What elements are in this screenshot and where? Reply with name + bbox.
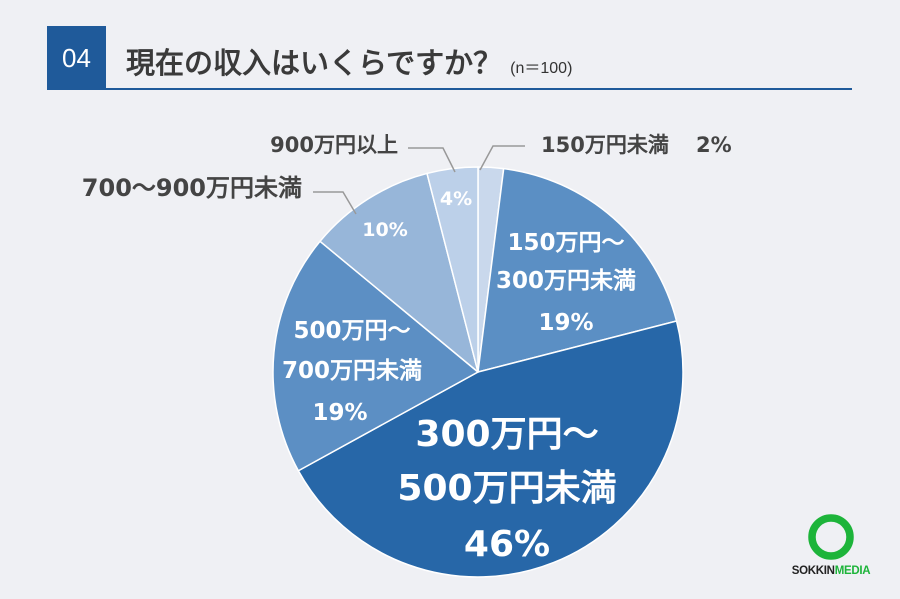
question-title: 現在の収入はいくらですか？ (n＝100) — [126, 40, 572, 82]
pie-slice-4 — [272, 240, 479, 472]
question-number-badge: 04 — [47, 26, 106, 90]
slice-percent-3: 46% — [464, 524, 550, 565]
sample-size-note: (n＝100) — [510, 60, 573, 77]
leader-line-1 — [479, 145, 525, 171]
logo-text-media: MEDIA — [834, 565, 871, 577]
pie-slice-2 — [477, 167, 678, 373]
slice-label-4-line-2: 700万円未満 — [282, 358, 422, 384]
logo-text-sokkin: SOKKIN — [791, 565, 835, 577]
leader-line-6 — [408, 147, 456, 173]
slice-label-3-line-2: 500万円未満 — [397, 468, 616, 509]
question-header: 04 現在の収入はいくらですか？ (n＝100) — [47, 26, 852, 90]
pie-slice-6 — [426, 166, 479, 373]
slice-label-4-line-1: 500万円～ — [293, 318, 410, 344]
slice-label-2-line-1: 150万円～ — [507, 230, 624, 256]
pie-slice-5 — [319, 172, 479, 373]
logo-text: SOKKINMEDIA — [776, 565, 886, 577]
slice-label-3-line-1: 300万円～ — [415, 414, 598, 455]
slice-percent-4: 19% — [312, 400, 367, 426]
slice-percent-6: 4% — [440, 188, 472, 210]
slice-label-6: 900万円以上 — [270, 133, 398, 157]
slice-percent-1: 2% — [696, 133, 732, 157]
sokkin-media-logo: SOKKINMEDIA — [776, 513, 886, 583]
slice-label-1: 150万円未満 — [541, 133, 669, 157]
header-underline — [47, 88, 852, 90]
pie-slice-3 — [297, 320, 684, 578]
pie-slices — [272, 166, 684, 578]
logo-ring-icon — [808, 514, 854, 560]
slice-label-5: 700～900万円未満 — [82, 174, 302, 202]
question-title-text: 現在の収入はいくらですか？ — [126, 46, 503, 80]
slice-labels: 150万円未満 2% 150万円～ 300万円未満 19% 300万円～ 500万円未満 46… — [82, 133, 732, 565]
slice-label-2-line-2: 300万円未満 — [496, 268, 636, 294]
leader-lines — [313, 145, 525, 215]
slice-percent-5: 10% — [362, 219, 407, 241]
slice-percent-2: 19% — [538, 310, 593, 336]
leader-line-5 — [313, 191, 357, 215]
